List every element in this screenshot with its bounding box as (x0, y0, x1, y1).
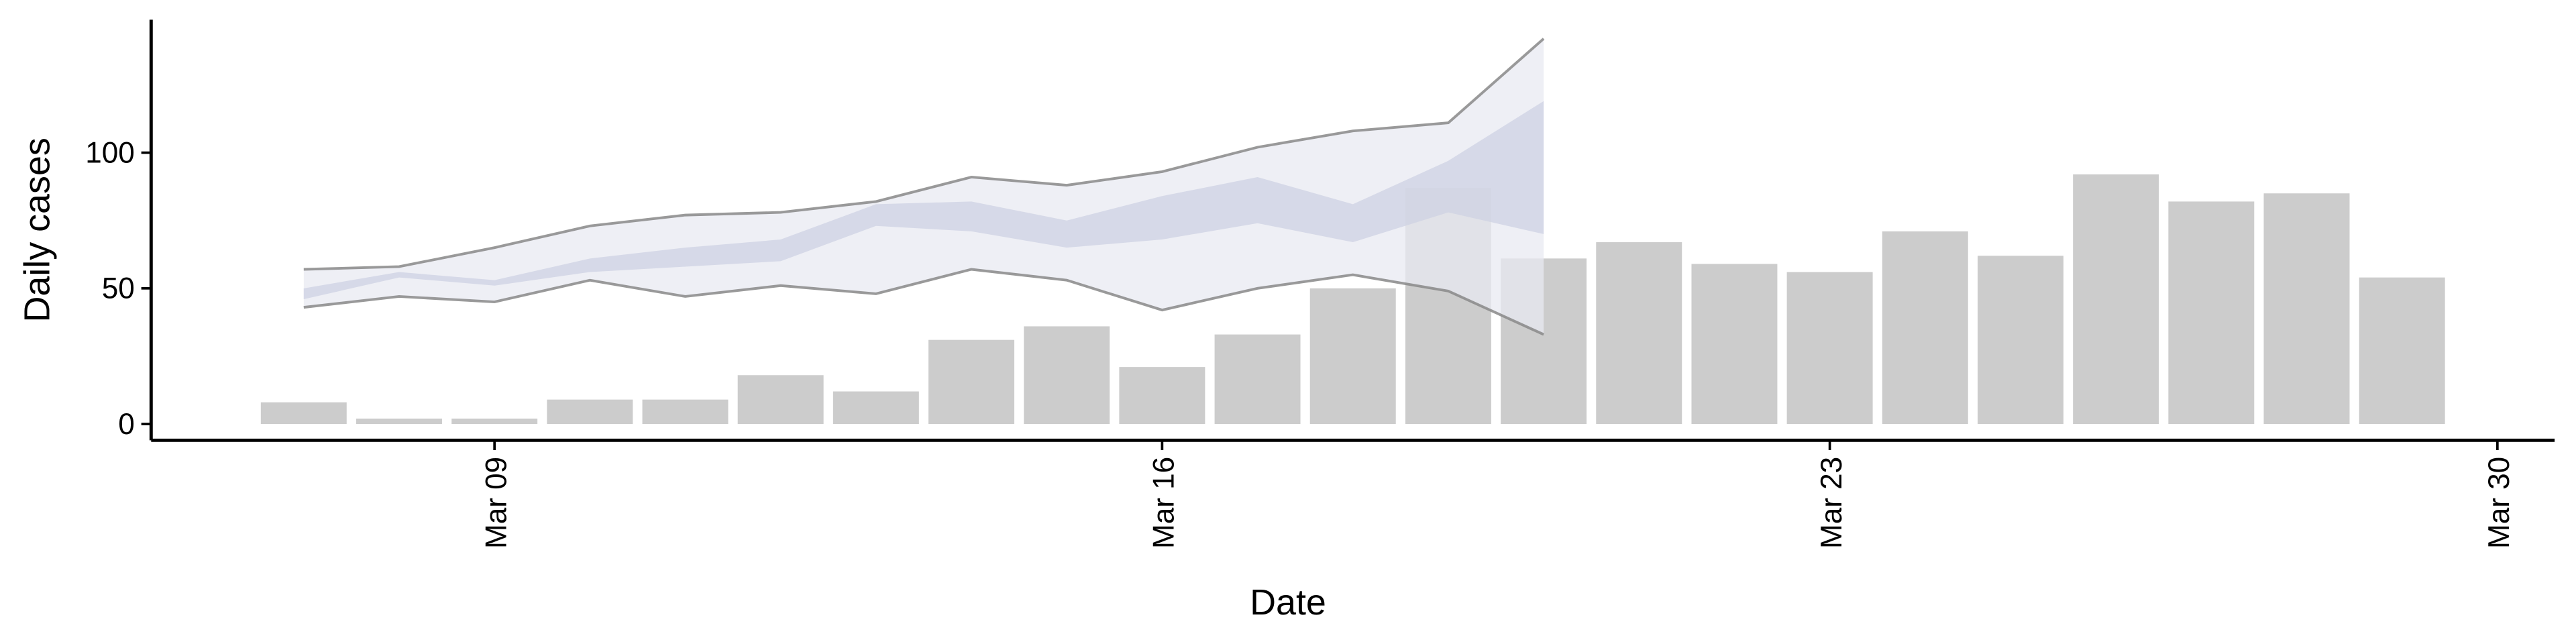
bar (2073, 174, 2159, 425)
bar (1214, 334, 1301, 425)
bar (928, 339, 1015, 425)
band-edge-line (303, 268, 1544, 336)
bar (1309, 288, 1396, 425)
x-tick-label: Mar 30 (2483, 457, 2516, 549)
bar (2359, 277, 2445, 425)
y-tick-label: 0 (118, 408, 135, 441)
bar (737, 375, 824, 425)
y-tick-label: 50 (102, 272, 135, 305)
bar (1024, 326, 1110, 425)
bar (2263, 193, 2350, 425)
bar (1119, 367, 1205, 425)
y-axis-title: Daily cases (17, 138, 57, 322)
x-axis-title: Date (1250, 582, 1326, 623)
bar (2168, 201, 2255, 425)
bar (260, 402, 347, 425)
bar (1691, 264, 1778, 425)
band-edge-line (303, 38, 1545, 271)
x-tick-label: Mar 09 (480, 457, 513, 549)
forecast-band (303, 101, 1544, 299)
bar (1786, 272, 1873, 425)
bar (356, 418, 442, 425)
bar (547, 399, 633, 425)
y-tick-label: 100 (85, 136, 135, 169)
plot-area (260, 38, 2445, 425)
bar (1596, 242, 1682, 425)
x-tick-label: Mar 23 (1815, 457, 1848, 549)
bar (1882, 231, 1968, 425)
bar (451, 418, 538, 425)
bar (1977, 256, 2063, 425)
bar (642, 399, 729, 425)
x-tick-label: Mar 16 (1148, 457, 1181, 549)
bar (833, 391, 919, 425)
